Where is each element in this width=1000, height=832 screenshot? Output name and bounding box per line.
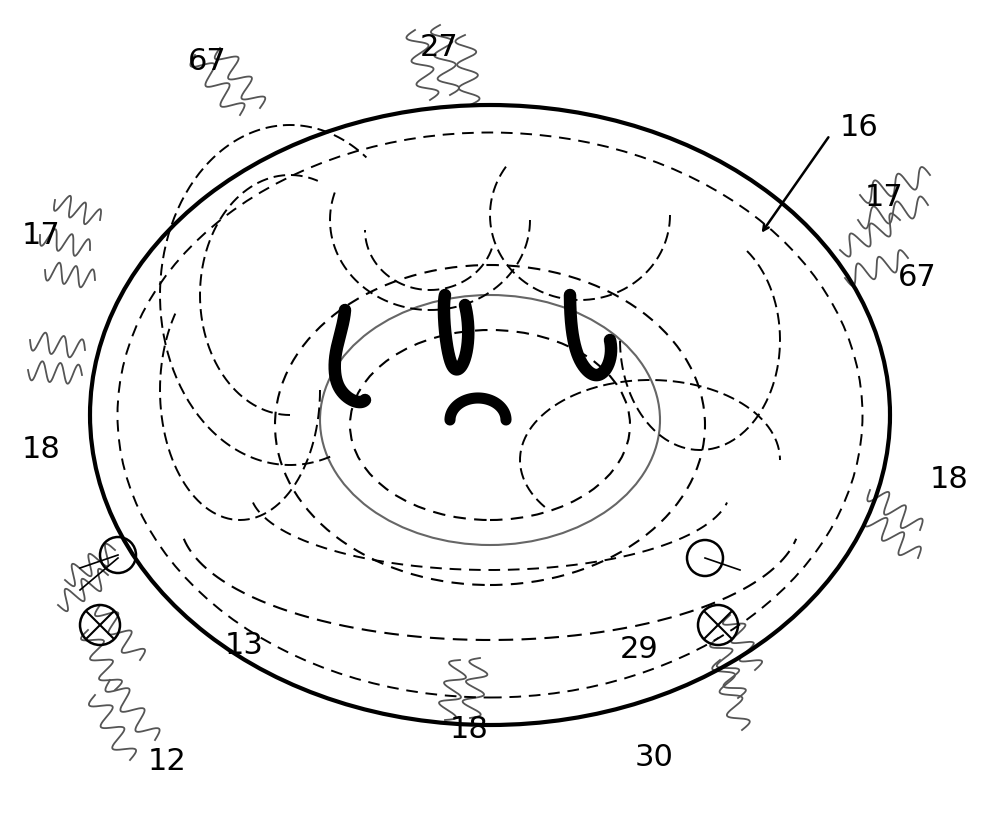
Text: 18: 18 bbox=[450, 716, 489, 745]
Text: 27: 27 bbox=[420, 33, 459, 62]
Text: 17: 17 bbox=[22, 220, 61, 250]
Text: 18: 18 bbox=[22, 435, 61, 464]
Text: 13: 13 bbox=[225, 631, 264, 660]
Text: 18: 18 bbox=[930, 465, 969, 494]
Text: 29: 29 bbox=[620, 636, 659, 665]
Text: 30: 30 bbox=[635, 744, 674, 772]
Text: 17: 17 bbox=[865, 184, 904, 212]
Text: 12: 12 bbox=[148, 747, 187, 776]
Text: 67: 67 bbox=[898, 264, 937, 293]
Text: 67: 67 bbox=[188, 47, 227, 77]
Text: 16: 16 bbox=[840, 113, 879, 142]
